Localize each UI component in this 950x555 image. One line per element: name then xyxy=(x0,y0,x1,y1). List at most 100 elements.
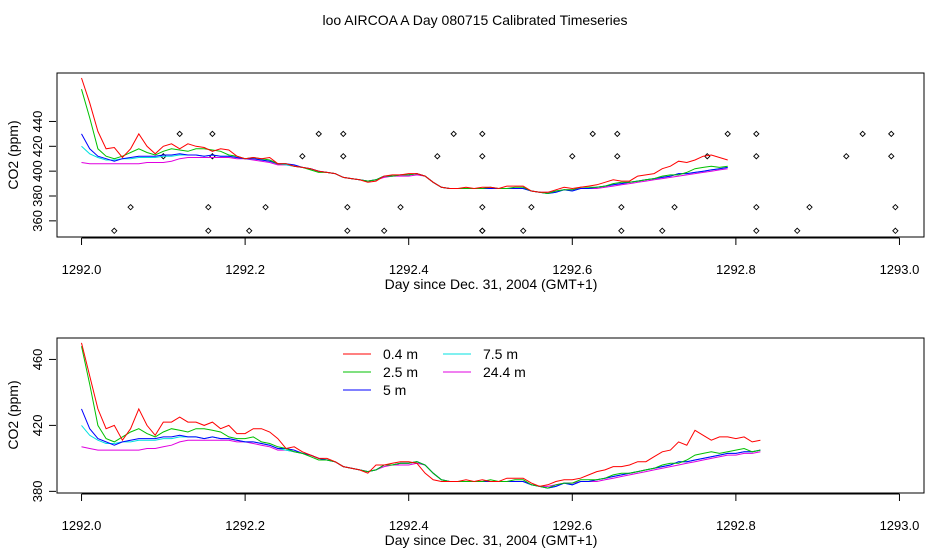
legend: 0.4 m 2.5 m 5 m 7.5 m 24.4 m xyxy=(343,346,526,398)
calibration-marker xyxy=(434,153,441,160)
series-line-5-m xyxy=(81,133,728,195)
calibration-marker xyxy=(479,203,486,211)
calibration-marker xyxy=(205,203,212,211)
calibration-marker xyxy=(340,130,347,138)
calibration-marker xyxy=(671,203,678,211)
calibration-marker xyxy=(589,130,596,138)
y-axis-label-bottom: CO2 (ppm) xyxy=(5,380,21,449)
calibration-marker xyxy=(569,153,576,160)
y-tick-label: 420 xyxy=(30,415,45,437)
series-line-24-4-m xyxy=(81,157,728,193)
y-tick-label: 420 xyxy=(30,135,45,157)
calibration-marker xyxy=(806,203,813,211)
plot-frame-top xyxy=(56,72,925,238)
calibration-marker xyxy=(479,130,486,138)
series-line-2-5-m xyxy=(81,89,728,195)
x-tick-label: 1292.0 xyxy=(62,518,102,533)
calibration-marker xyxy=(479,153,486,160)
calibration-marker xyxy=(614,130,621,138)
calibration-marker xyxy=(111,227,118,235)
calibration-marker xyxy=(753,227,760,235)
calibration-marker xyxy=(793,227,801,235)
calibration-marker xyxy=(618,227,625,235)
calibration-marker xyxy=(315,130,322,138)
x-axis-label-top: Day since Dec. 31, 2004 (GMT+1) xyxy=(385,276,598,292)
y-tick-label: 460 xyxy=(30,349,45,371)
calibration-marker xyxy=(753,130,760,138)
series-line-0-4-m xyxy=(81,342,761,487)
legend-label: 5 m xyxy=(383,382,406,398)
y-tick-label: 400 xyxy=(30,160,45,182)
calibration-marker xyxy=(262,203,269,211)
calibration-marker xyxy=(344,227,351,235)
calibration-marker xyxy=(479,227,486,235)
x-tick-label: 1292.0 xyxy=(62,262,102,277)
calibration-marker xyxy=(888,153,895,160)
series-top xyxy=(81,77,728,195)
legend-label: 24.4 m xyxy=(483,364,526,380)
calibration-marker xyxy=(479,227,486,235)
calibration-marker xyxy=(299,153,306,160)
x-ticks-top: 1292.0 1292.2 1292.4 1292.6 1292.8 1293.0 xyxy=(62,237,920,277)
calibration-marker xyxy=(843,153,850,160)
y-tick-label: 380 xyxy=(30,480,45,502)
page-title: loo AIRCOA A Day 080715 Calibrated Times… xyxy=(322,12,627,28)
calibration-marker xyxy=(753,203,760,211)
x-tick-label: 1293.0 xyxy=(880,262,920,277)
calibration-marker xyxy=(340,153,347,160)
calibration-marker xyxy=(245,227,253,235)
series-line-0-4-m xyxy=(81,77,728,193)
calibration-marker xyxy=(659,227,666,235)
y-tick-label: 440 xyxy=(30,111,45,133)
calibration-marker xyxy=(380,227,388,235)
calibration-marker xyxy=(450,130,457,138)
legend-label: 7.5 m xyxy=(483,346,518,362)
x-tick-label: 1292.2 xyxy=(225,518,265,533)
y-ticks-bottom: 380 420 460 xyxy=(30,349,56,502)
x-tick-label: 1292.6 xyxy=(552,262,592,277)
x-ticks-bottom: 1292.0 1292.2 1292.4 1292.6 1292.8 1293.0 xyxy=(62,493,920,533)
calibration-marker xyxy=(205,227,212,235)
calibration-marker xyxy=(127,203,134,211)
series-line-24-4-m xyxy=(81,439,761,487)
calibration-marker xyxy=(176,130,183,138)
calibration-marker xyxy=(892,203,899,211)
y-tick-label: 380 xyxy=(30,185,45,207)
calibration-marker xyxy=(209,153,216,160)
calibration-marker xyxy=(859,130,866,138)
series-line-2-5-m xyxy=(81,346,761,489)
calibration-marker xyxy=(618,203,625,211)
x-tick-label: 1293.0 xyxy=(880,518,920,533)
series-line-5-m xyxy=(81,408,761,489)
panel-top: 1292.0 1292.2 1292.4 1292.6 1292.8 1293.0 360… xyxy=(5,72,925,292)
series-line-7-5-m xyxy=(81,425,761,489)
x-tick-label: 1292.4 xyxy=(389,262,429,277)
calibration-marker xyxy=(724,130,731,138)
calibration-marker xyxy=(753,153,760,160)
x-tick-label: 1292.2 xyxy=(225,262,265,277)
x-axis-label-bottom: Day since Dec. 31, 2004 (GMT+1) xyxy=(385,532,598,548)
legend-label: 0.4 m xyxy=(383,346,418,362)
calibration-marker xyxy=(344,203,351,211)
calibration-marker xyxy=(888,130,895,138)
series-line-7-5-m xyxy=(81,145,728,195)
y-tick-label: 360 xyxy=(30,210,45,232)
calibration-marker xyxy=(397,203,404,211)
calibration-marker xyxy=(528,203,535,211)
y-ticks-top: 360 380 400 420 440 xyxy=(30,111,56,232)
series-bottom xyxy=(81,342,761,489)
x-tick-label: 1292.8 xyxy=(716,262,756,277)
x-tick-label: 1292.8 xyxy=(716,518,756,533)
y-axis-label-top: CO2 (ppm) xyxy=(5,120,21,189)
calibration-marker xyxy=(519,227,527,235)
calibration-marker xyxy=(892,227,899,235)
panel-bottom: 1292.0 1292.2 1292.4 1292.6 1292.8 1293.0 380… xyxy=(5,337,925,548)
calibration-marker xyxy=(614,153,621,160)
x-tick-label: 1292.6 xyxy=(552,518,592,533)
x-tick-label: 1292.4 xyxy=(389,518,429,533)
legend-label: 2.5 m xyxy=(383,364,418,380)
markers-top xyxy=(111,130,899,235)
plot-frame-bottom xyxy=(56,337,925,494)
